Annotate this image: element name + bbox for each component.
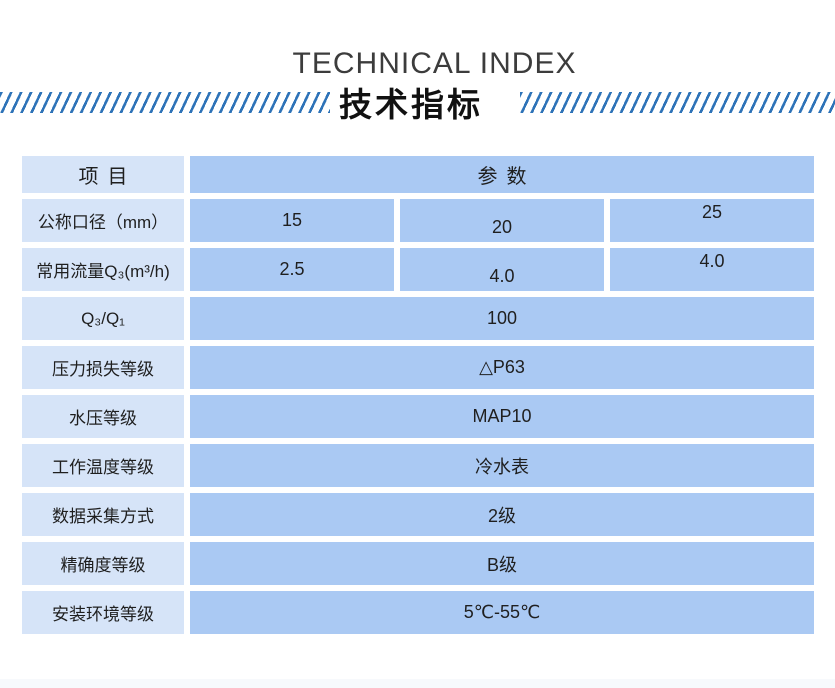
- section-header: TECHNICAL INDEX 技术指标: [0, 0, 835, 123]
- row-label-text: 工作温度等级: [52, 458, 154, 477]
- row-value-text: 5℃-55℃: [463, 602, 541, 622]
- row-value: △P63: [190, 346, 814, 389]
- diagonal-stripes-right-decoration: [520, 91, 835, 113]
- row-value-text: MAP10: [472, 406, 532, 426]
- row-value: 2.5: [190, 248, 394, 291]
- row-label-text: Q₃/Q₁: [81, 308, 125, 328]
- row-value-text: 20: [491, 217, 513, 237]
- subtitle-row: 技术指标: [0, 84, 835, 123]
- row-value-text: △P63: [479, 357, 525, 377]
- row-value-text: B级: [486, 554, 517, 575]
- row-label: 公称口径（mm）: [22, 199, 184, 242]
- row-value: 4.0: [400, 248, 604, 291]
- row-value-text: 4.0: [699, 251, 725, 271]
- row-value: 5℃-55℃: [190, 591, 814, 634]
- technical-spec-table: 项目 参数公称口径（mm） 15 20 25 常用流量Q₃(m³/h) 2.5 4.0 4.0 Q…: [22, 156, 814, 634]
- col-header-params: 参数: [190, 156, 814, 193]
- row-value-text: 2.5: [279, 259, 305, 279]
- row-value: 4.0: [610, 248, 814, 291]
- row-label-text: 精确度等级: [60, 556, 146, 575]
- row-label-text: 水压等级: [69, 409, 137, 428]
- row-value-text: 100: [486, 308, 518, 328]
- row-label: 安装环境等级: [22, 591, 184, 634]
- row-value-text: 15: [281, 210, 303, 230]
- row-value-text: 25: [701, 202, 723, 222]
- row-label: 数据采集方式: [22, 493, 184, 536]
- row-value-text: 2级: [487, 505, 516, 526]
- row-value: 100: [190, 297, 814, 340]
- row-label: 精确度等级: [22, 542, 184, 585]
- row-label: 工作温度等级: [22, 444, 184, 487]
- col-header-item: 项目: [22, 156, 184, 193]
- row-value-text: 4.0: [489, 266, 515, 286]
- row-label-text: 数据采集方式: [52, 507, 154, 526]
- row-label-text: 安装环境等级: [52, 605, 154, 624]
- col-header-item-text: 项目: [78, 166, 137, 188]
- row-label-text: 压力损失等级: [52, 360, 154, 379]
- row-value: 2级: [190, 493, 814, 536]
- row-label: 水压等级: [22, 395, 184, 438]
- row-label-text: 公称口径（mm）: [37, 213, 169, 232]
- row-label-text: 常用流量Q₃(m³/h): [36, 262, 170, 281]
- row-value: 25: [610, 199, 814, 242]
- row-value: B级: [190, 542, 814, 585]
- row-value: 20: [400, 199, 604, 242]
- diagonal-stripes-left-decoration: [0, 91, 330, 113]
- row-label: 压力损失等级: [22, 346, 184, 389]
- row-label: 常用流量Q₃(m³/h): [22, 248, 184, 291]
- row-value: 冷水表: [190, 444, 814, 487]
- row-value: 15: [190, 199, 394, 242]
- row-label: Q₃/Q₁: [22, 297, 184, 340]
- row-value: MAP10: [190, 395, 814, 438]
- title-english: TECHNICAL INDEX: [292, 47, 577, 80]
- footer-strip: [0, 679, 835, 688]
- col-header-params-text: 参数: [477, 166, 536, 188]
- title-chinese: 技术指标: [339, 86, 483, 123]
- row-value-text: 冷水表: [475, 456, 529, 477]
